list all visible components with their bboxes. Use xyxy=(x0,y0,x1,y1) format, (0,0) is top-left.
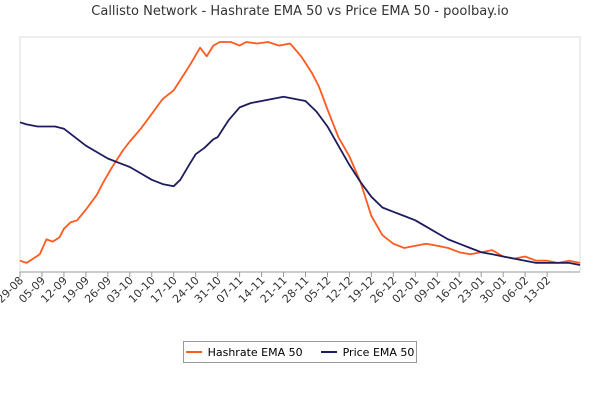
series-line-0 xyxy=(19,41,581,264)
legend-label-hashrate: Hashrate EMA 50 xyxy=(207,345,303,359)
legend-label-price: Price EMA 50 xyxy=(342,345,415,359)
legend-item-price[interactable]: Price EMA 50 xyxy=(320,345,415,359)
legend-swatch-price xyxy=(320,351,337,353)
chart-title: Callisto Network - Hashrate EMA 50 vs Pr… xyxy=(91,4,509,19)
series-layer xyxy=(19,41,581,266)
legend-item-hashrate[interactable]: Hashrate EMA 50 xyxy=(185,345,303,359)
legend: Hashrate EMA 50 Price EMA 50 xyxy=(183,341,417,363)
x-ticks: 29-0805-0912-0919-0926-0903-1010-1017-10… xyxy=(0,272,553,306)
series-line-1 xyxy=(19,95,581,266)
legend-swatch-hashrate xyxy=(185,351,202,353)
plot-area xyxy=(19,36,581,273)
